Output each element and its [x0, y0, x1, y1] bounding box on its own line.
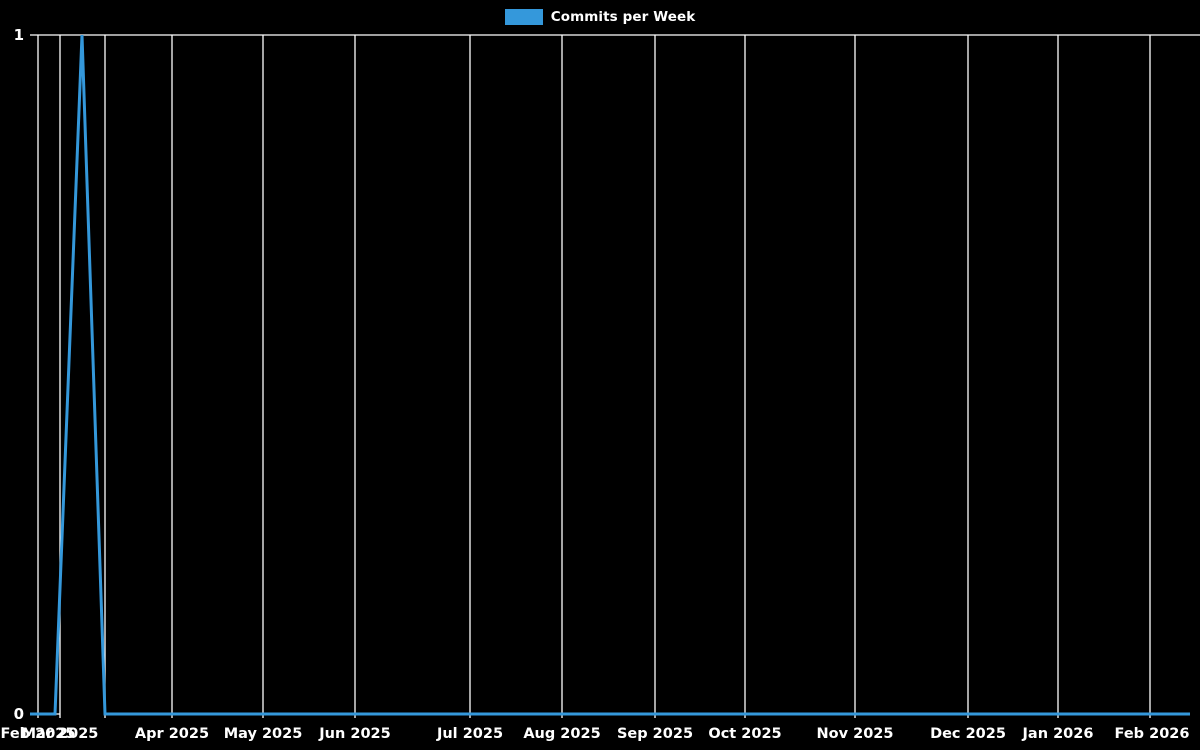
x-tick-label-dec-2025: Dec 2025 — [930, 726, 1006, 742]
x-tick-label-jun-2025: Jun 2025 — [319, 726, 391, 742]
vertical-gridlines — [37, 35, 1151, 718]
x-tick-label-nov-2025: Nov 2025 — [816, 726, 894, 742]
x-tick-label-feb-2025: Feb 2025 — [0, 726, 76, 742]
horizontal-gridlines — [30, 34, 1200, 715]
x-tick-label-aug-2025: Aug 2025 — [523, 726, 601, 742]
x-tick-label-apr-2025: Apr 2025 — [134, 726, 210, 742]
y-tick-label-1: 1 — [13, 26, 24, 44]
y-tick-label-0: 0 — [13, 705, 24, 723]
x-tick-label-feb-2026: Feb 2026 — [1114, 726, 1190, 742]
x-tick-label-mar-2025: Mar 2025 — [21, 726, 99, 742]
x-tick-label-may-2025: May 2025 — [223, 726, 303, 742]
x-tick-label-oct-2025: Oct 2025 — [708, 726, 782, 742]
x-tick-label-jul-2025: Jul 2025 — [436, 726, 504, 742]
x-tick-label-sep-2025: Sep 2025 — [616, 726, 694, 742]
series-commits-per-week — [30, 34, 1190, 716]
x-tick-label-jan-2026: Jan 2026 — [1022, 726, 1094, 742]
